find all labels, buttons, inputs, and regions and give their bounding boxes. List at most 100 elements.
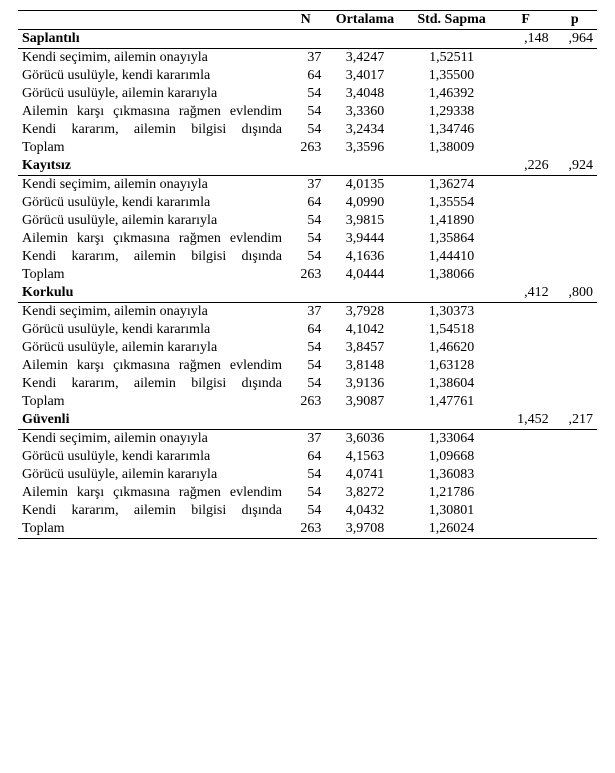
data-row: Görücü usulüyle, ailemin kararıyla543,40… [18,85,597,103]
row-n: 54 [286,103,325,121]
data-row: Kendi seçimim, ailemin onayıyla374,01351… [18,176,597,195]
row-p [553,248,597,266]
row-p [553,230,597,248]
row-sd: 1,29338 [405,103,499,121]
row-mean: 3,9087 [325,393,404,411]
data-row: Ailemin karşı çıkmasına rağmen evlendim5… [18,230,597,248]
row-f [499,375,553,393]
row-p [553,448,597,466]
row-n: 37 [286,430,325,449]
row-sd: 1,09668 [405,448,499,466]
data-row: Görücü usulüyle, kendi kararımla644,1563… [18,448,597,466]
row-mean: 3,9708 [325,520,404,539]
section-header-row: Güvenli1,452,217 [18,411,597,430]
header-blank [18,11,286,30]
section-title: Kayıtsız [18,157,286,176]
row-n: 263 [286,393,325,411]
row-mean: 3,2434 [325,121,404,139]
row-label: Toplam [18,393,286,411]
row-n: 64 [286,321,325,339]
row-label: Görücü usulüyle, kendi kararımla [18,321,286,339]
row-sd: 1,47761 [405,393,499,411]
row-label: Kendi kararım, ailemin bilgisi dışında [18,375,286,393]
row-n: 37 [286,303,325,322]
row-sd: 1,46620 [405,339,499,357]
row-label: Ailemin karşı çıkmasına rağmen evlendim [18,484,286,502]
table-header-row: N Ortalama Std. Sapma F p [18,11,597,30]
row-label: Kendi seçimim, ailemin onayıyla [18,49,286,68]
row-f [499,339,553,357]
row-f [499,357,553,375]
row-n: 64 [286,67,325,85]
row-p [553,321,597,339]
section-p: ,924 [553,157,597,176]
row-mean: 3,4017 [325,67,404,85]
section-header-row: Saplantılı,148,964 [18,30,597,49]
row-sd: 1,26024 [405,520,499,539]
row-label: Ailemin karşı çıkmasına rağmen evlendim [18,357,286,375]
section-blank-cell [325,411,404,430]
row-n: 64 [286,194,325,212]
row-f [499,230,553,248]
row-p [553,466,597,484]
row-label: Kendi kararım, ailemin bilgisi dışında [18,502,286,520]
data-row: Kendi kararım, ailemin bilgisi dışında54… [18,375,597,393]
row-n: 54 [286,85,325,103]
row-f [499,121,553,139]
row-n: 37 [286,176,325,195]
row-f [499,520,553,539]
header-mean: Ortalama [325,11,404,30]
section-title: Güvenli [18,411,286,430]
header-n: N [286,11,325,30]
anova-table: N Ortalama Std. Sapma F p Saplantılı,148… [18,10,597,539]
row-n: 37 [286,49,325,68]
row-p [553,139,597,157]
header-sd: Std. Sapma [405,11,499,30]
row-label: Görücü usulüyle, kendi kararımla [18,448,286,466]
section-blank-cell [286,30,325,49]
data-row: Ailemin karşı çıkmasına rağmen evlendim5… [18,484,597,502]
data-row: Kendi seçimim, ailemin onayıyla373,79281… [18,303,597,322]
section-blank-cell [405,284,499,303]
row-label: Görücü usulüyle, ailemin kararıyla [18,466,286,484]
data-row: Kendi kararım, ailemin bilgisi dışında54… [18,502,597,520]
row-n: 54 [286,484,325,502]
row-label: Kendi kararım, ailemin bilgisi dışında [18,121,286,139]
row-p [553,85,597,103]
section-blank-cell [325,30,404,49]
row-f [499,466,553,484]
row-mean: 4,0990 [325,194,404,212]
row-f [499,266,553,284]
row-f [499,248,553,266]
row-sd: 1,46392 [405,85,499,103]
row-n: 64 [286,448,325,466]
row-mean: 3,4247 [325,49,404,68]
row-label: Toplam [18,139,286,157]
row-mean: 3,4048 [325,85,404,103]
row-mean: 3,6036 [325,430,404,449]
row-p [553,502,597,520]
section-blank-cell [325,284,404,303]
row-sd: 1,35864 [405,230,499,248]
row-sd: 1,35500 [405,67,499,85]
section-f: 1,452 [499,411,553,430]
row-p [553,176,597,195]
row-sd: 1,30373 [405,303,499,322]
row-mean: 3,9136 [325,375,404,393]
row-n: 263 [286,266,325,284]
row-label: Görücü usulüyle, ailemin kararıyla [18,339,286,357]
row-sd: 1,44410 [405,248,499,266]
row-sd: 1,36274 [405,176,499,195]
section-title: Saplantılı [18,30,286,49]
section-blank-cell [286,284,325,303]
data-row: Toplam2634,04441,38066 [18,266,597,284]
row-n: 54 [286,212,325,230]
row-label: Görücü usulüyle, ailemin kararıyla [18,85,286,103]
row-n: 54 [286,375,325,393]
row-sd: 1,34746 [405,121,499,139]
row-n: 54 [286,230,325,248]
data-row: Ailemin karşı çıkmasına rağmen evlendim5… [18,103,597,121]
row-n: 54 [286,121,325,139]
section-blank-cell [286,411,325,430]
data-row: Kendi kararım, ailemin bilgisi dışında54… [18,248,597,266]
